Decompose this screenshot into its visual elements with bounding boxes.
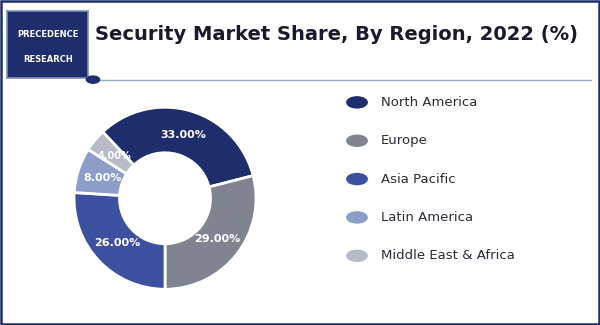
Text: Middle East & Africa: Middle East & Africa bbox=[381, 249, 515, 262]
Wedge shape bbox=[165, 176, 256, 289]
Text: PRECEDENCE: PRECEDENCE bbox=[17, 30, 79, 39]
Text: North America: North America bbox=[381, 96, 478, 109]
Wedge shape bbox=[74, 192, 165, 289]
Text: 33.00%: 33.00% bbox=[160, 130, 206, 140]
Text: Asia Pacific: Asia Pacific bbox=[381, 173, 455, 186]
Text: 8.00%: 8.00% bbox=[83, 173, 121, 183]
Text: 26.00%: 26.00% bbox=[94, 239, 140, 248]
Text: Europe: Europe bbox=[381, 134, 428, 147]
Wedge shape bbox=[74, 150, 127, 195]
Text: Latin America: Latin America bbox=[381, 211, 473, 224]
Wedge shape bbox=[103, 107, 253, 187]
Text: RESEARCH: RESEARCH bbox=[23, 55, 73, 64]
Text: Security Market Share, By Region, 2022 (%): Security Market Share, By Region, 2022 (… bbox=[95, 25, 577, 44]
Wedge shape bbox=[88, 132, 134, 174]
Text: 29.00%: 29.00% bbox=[194, 234, 240, 244]
Text: 4.00%: 4.00% bbox=[97, 151, 131, 161]
